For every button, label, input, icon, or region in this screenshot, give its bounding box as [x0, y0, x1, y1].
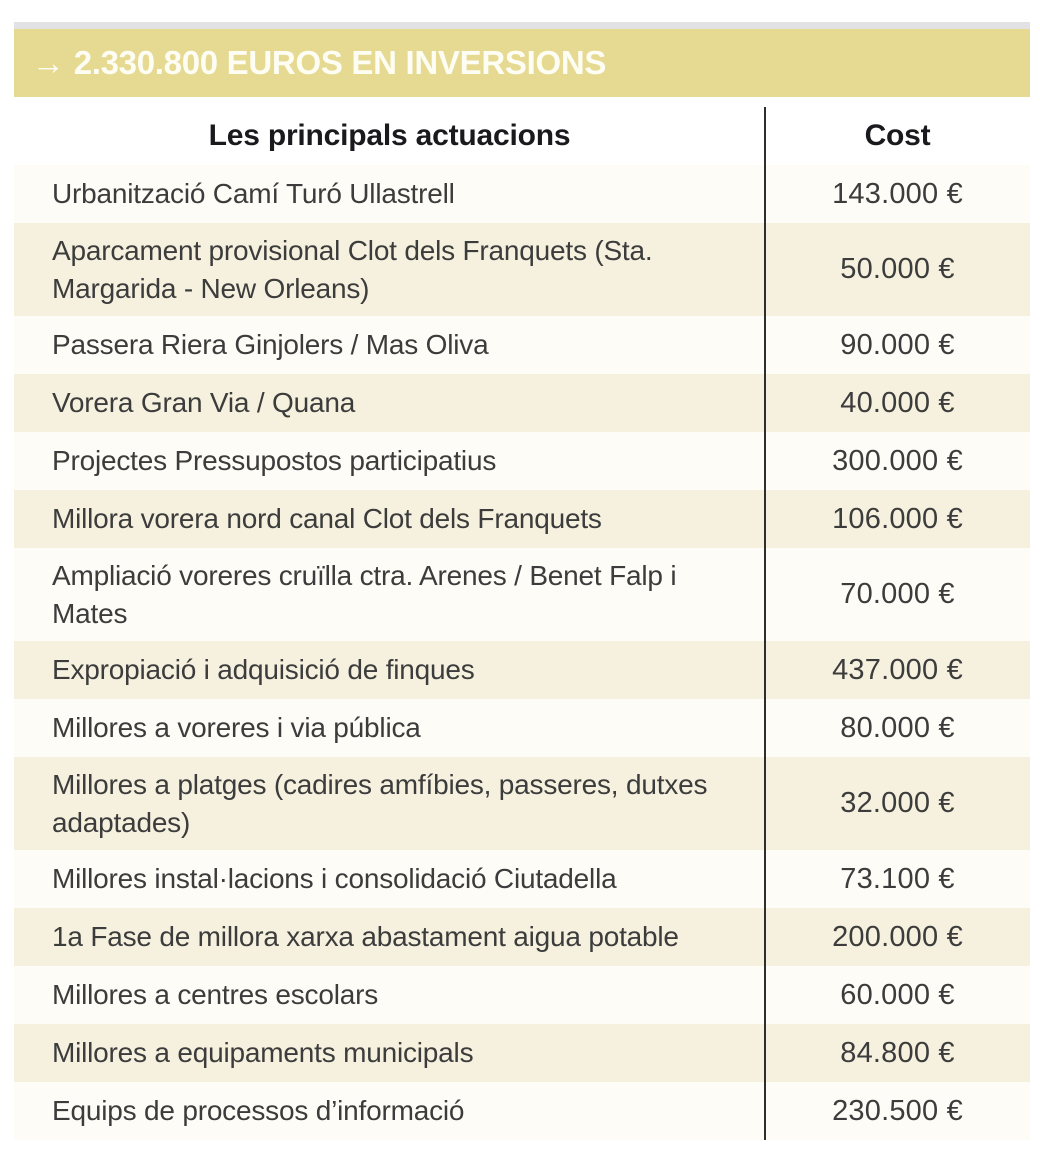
table-row: Millores a centres escolars 60.000 € — [14, 966, 1030, 1025]
action-label: Projectes Pressupostos participatius — [52, 445, 497, 477]
cost-value: 437.000 € — [832, 653, 963, 686]
action-label: Millores instal·lacions i consolidació C… — [52, 863, 617, 895]
table-row: Ampliació voreres cruïlla ctra. Arenes /… — [14, 548, 1030, 642]
cost-value: 300.000 € — [832, 444, 963, 477]
table-row: Passera Riera Ginjolers / Mas Oliva 90.0… — [14, 316, 1030, 375]
banner-title-text: 2.330.800 EUROS EN INVERSIONS — [73, 44, 607, 81]
cost-value: 50.000 € — [840, 253, 955, 286]
column-header-cost: Cost — [864, 119, 931, 152]
table-row: Expropiació i adquisició de finques 437.… — [14, 641, 1030, 700]
action-label: Vorera Gran Via / Quana — [52, 387, 356, 419]
action-label: Ampliació voreres cruïlla ctra. Arenes /… — [52, 560, 677, 629]
table-header-row: Les principals actuacions Cost — [14, 107, 1030, 165]
action-label: Millores a voreres i via pública — [52, 712, 421, 744]
cost-value: 106.000 € — [832, 502, 963, 535]
banner-title: → 2.330.800 EUROS EN INVERSIONS — [32, 44, 606, 82]
table-row: Vorera Gran Via / Quana 40.000 € — [14, 374, 1030, 433]
table-row: Millores a equipaments municipals 84.800… — [14, 1024, 1030, 1083]
arrow-icon: → — [32, 44, 65, 81]
action-label: Passera Riera Ginjolers / Mas Oliva — [52, 329, 489, 361]
cost-value: 40.000 € — [840, 386, 955, 419]
table-row: Aparcament provisional Clot dels Franque… — [14, 223, 1030, 317]
action-label: Millores a centres escolars — [52, 979, 379, 1011]
decorative-top-strip — [14, 22, 1030, 29]
cost-value: 60.000 € — [840, 978, 955, 1011]
column-header-actions: Les principals actuacions — [208, 119, 571, 152]
action-label: Expropiació i adquisició de finques — [52, 654, 475, 686]
action-label: Millores a platges (cadires amfíbies, pa… — [52, 769, 708, 838]
cost-value: 230.500 € — [832, 1094, 963, 1127]
cost-value: 70.000 € — [840, 578, 955, 611]
table-row: 1a Fase de millora xarxa abastament aigu… — [14, 908, 1030, 967]
table-row: Urbanització Camí Turó Ullastrell 143.00… — [14, 165, 1030, 223]
cost-value: 32.000 € — [840, 787, 955, 820]
cost-value: 143.000 € — [832, 177, 963, 210]
action-label: Aparcament provisional Clot dels Franque… — [52, 235, 653, 304]
cost-value: 200.000 € — [832, 920, 963, 953]
action-label: Urbanització Camí Turó Ullastrell — [52, 178, 455, 210]
cost-value: 80.000 € — [840, 711, 955, 744]
table-row: Millora vorera nord canal Clot dels Fran… — [14, 490, 1030, 549]
table-body: Urbanització Camí Turó Ullastrell 143.00… — [14, 165, 1030, 1141]
action-label: 1a Fase de millora xarxa abastament aigu… — [52, 921, 679, 953]
investments-table: Les principals actuacions Cost Urbanitza… — [14, 107, 1030, 1141]
cost-value: 73.100 € — [840, 862, 955, 895]
table-row: Equips de processos d’informació 230.500… — [14, 1082, 1030, 1141]
cost-value: 84.800 € — [840, 1036, 955, 1069]
table-row: Millores a voreres i via pública 80.000 … — [14, 699, 1030, 758]
column-divider-line — [764, 107, 766, 1141]
action-label: Millores a equipaments municipals — [52, 1037, 474, 1069]
table-row: Millores a platges (cadires amfíbies, pa… — [14, 757, 1030, 851]
action-label: Millora vorera nord canal Clot dels Fran… — [52, 503, 602, 535]
title-banner: → 2.330.800 EUROS EN INVERSIONS — [14, 29, 1030, 97]
cost-value: 90.000 € — [840, 328, 955, 361]
table-row: Projectes Pressupostos participatius 300… — [14, 432, 1030, 491]
table-row: Millores instal·lacions i consolidació C… — [14, 850, 1030, 909]
action-label: Equips de processos d’informació — [52, 1095, 465, 1127]
